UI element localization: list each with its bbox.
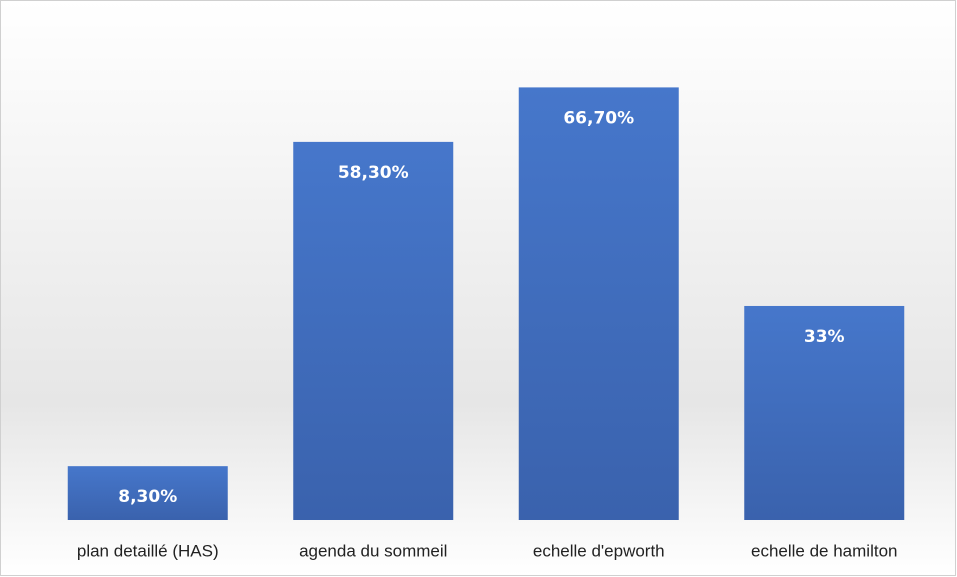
bar xyxy=(67,466,228,520)
data-label: 33% xyxy=(804,327,845,347)
bar xyxy=(744,305,905,520)
data-label: 58,30% xyxy=(338,163,409,183)
data-label: 8,30% xyxy=(118,487,177,507)
x-tick-label: echelle d'epworth xyxy=(533,541,665,560)
x-tick-label: echelle de hamilton xyxy=(751,541,897,560)
bar xyxy=(293,141,454,520)
data-label: 66,70% xyxy=(563,108,634,128)
x-tick-label: plan detaillé (HAS) xyxy=(77,541,219,560)
bar xyxy=(518,87,679,520)
x-tick-label: agenda du sommeil xyxy=(299,541,447,560)
